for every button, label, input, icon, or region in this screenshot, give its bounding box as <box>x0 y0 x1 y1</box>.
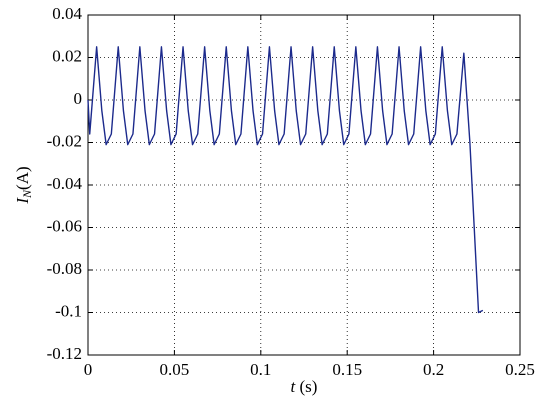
x-label-unit: (s) <box>300 377 318 396</box>
y-tick-label: 0 <box>74 89 83 108</box>
y-tick-label: -0.04 <box>47 174 83 193</box>
x-label-var: t <box>291 377 297 396</box>
x-tick-label: 0.15 <box>332 360 362 379</box>
y-tick-label: -0.12 <box>47 344 82 363</box>
y-tick-label: 0.02 <box>52 46 82 65</box>
y-tick-label: 0.04 <box>52 4 82 23</box>
y-tick-label: -0.06 <box>47 216 82 235</box>
x-tick-label: 0.1 <box>250 360 271 379</box>
x-axis-label: t (s) <box>291 377 318 396</box>
y-tick-label: -0.02 <box>47 131 82 150</box>
y-label-var: I <box>13 197 32 205</box>
y-label-unit: (A) <box>13 166 32 190</box>
x-tick-label: 0 <box>84 360 93 379</box>
y-tick-label: -0.1 <box>55 301 82 320</box>
plot-frame <box>87 14 521 356</box>
y-label-sub: N <box>20 189 34 199</box>
y-axis-label: IN(A) <box>13 166 34 204</box>
data-line <box>87 46 484 314</box>
x-tick-label: 0.2 <box>423 360 444 379</box>
x-tick-label: 0.05 <box>160 360 190 379</box>
y-tick-label: -0.08 <box>47 259 82 278</box>
x-tick-label: 0.25 <box>505 360 535 379</box>
